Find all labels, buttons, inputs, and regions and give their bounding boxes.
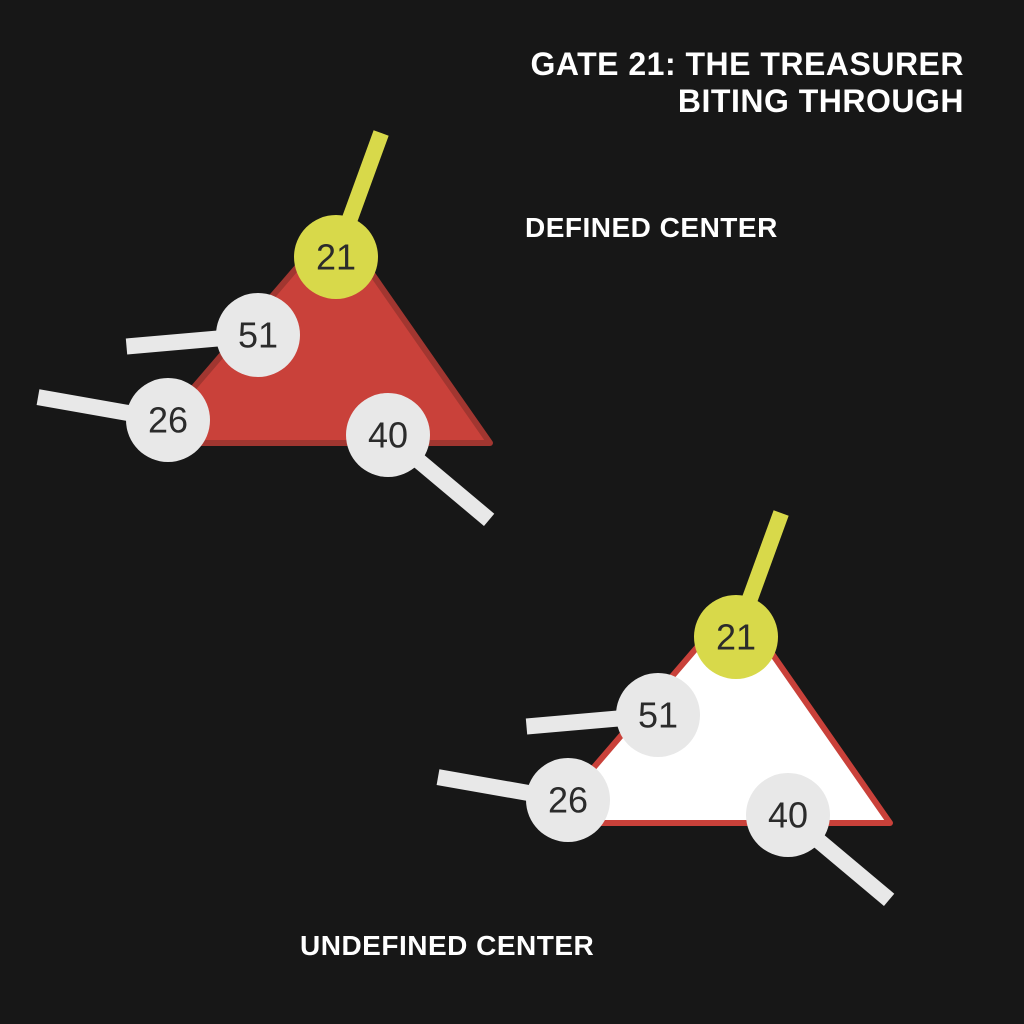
center-undefined: 21 51 26 40 xyxy=(438,513,890,900)
gate-40-label: 40 xyxy=(368,415,408,456)
centers-svg: 21 51 26 40 21 51 26 40 xyxy=(0,0,1024,1024)
gate-40-label: 40 xyxy=(768,795,808,836)
gate-26-label: 26 xyxy=(548,780,588,821)
gate-51-label: 51 xyxy=(238,315,278,356)
gate-26-label: 26 xyxy=(148,400,188,441)
center-defined: 21 51 26 40 xyxy=(38,133,490,520)
gate-51-label: 51 xyxy=(638,695,678,736)
gate-21-label: 21 xyxy=(716,617,756,658)
gate-21-label: 21 xyxy=(316,237,356,278)
diagram-canvas: { "title": { "line1": "GATE 21: THE TREA… xyxy=(0,0,1024,1024)
